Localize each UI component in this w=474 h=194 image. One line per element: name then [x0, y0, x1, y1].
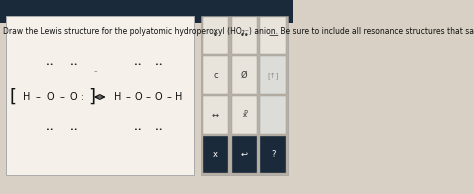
Bar	[261, 56, 286, 94]
Text: O: O	[70, 92, 77, 102]
Text: ••: ••	[46, 61, 54, 67]
Text: O: O	[155, 92, 162, 102]
Text: Ø: Ø	[241, 71, 247, 80]
Text: ••: ••	[134, 61, 142, 67]
Text: H: H	[114, 92, 121, 102]
Bar	[203, 17, 228, 54]
Bar	[232, 96, 257, 134]
Text: ••: ••	[70, 127, 77, 133]
Bar	[232, 56, 257, 94]
Text: ]: ]	[88, 88, 95, 106]
Text: ↩: ↩	[241, 150, 248, 159]
Text: [: [	[9, 88, 17, 106]
Text: Draw the Lewis structure for the polyatomic hydroperoxyl (HO₂⁻) anion. Be sure t: Draw the Lewis structure for the polyato…	[3, 27, 474, 36]
Bar	[261, 136, 286, 173]
Text: H: H	[23, 92, 30, 102]
Text: –: –	[59, 92, 64, 102]
Text: –: –	[166, 92, 171, 102]
Text: [↑]: [↑]	[267, 72, 279, 79]
Text: ☧: ☧	[241, 110, 247, 120]
Text: x: x	[213, 150, 218, 159]
Bar	[203, 96, 228, 134]
Text: —: —	[268, 30, 278, 40]
Text: O: O	[134, 92, 142, 102]
Text: ••: ••	[46, 127, 54, 133]
Text: •: •	[213, 31, 218, 40]
Bar	[203, 56, 228, 94]
Bar	[0, 0, 293, 23]
Text: :: :	[82, 93, 84, 101]
Bar	[203, 136, 228, 173]
Text: –: –	[146, 92, 151, 102]
Text: ••: ••	[239, 31, 249, 40]
Text: –: –	[36, 92, 41, 102]
Text: ?: ?	[271, 150, 275, 159]
Bar	[261, 17, 286, 54]
Bar	[261, 96, 286, 134]
Text: ⁻: ⁻	[93, 71, 97, 77]
Bar	[232, 136, 257, 173]
Text: c: c	[213, 71, 218, 80]
Text: ••: ••	[155, 61, 162, 67]
Text: –: –	[125, 92, 130, 102]
Text: H: H	[175, 92, 182, 102]
Text: ↔: ↔	[212, 110, 219, 120]
Text: ••: ••	[134, 127, 142, 133]
Text: ••: ••	[155, 127, 162, 133]
Text: O: O	[46, 92, 54, 102]
Bar	[232, 17, 257, 54]
Bar	[201, 16, 288, 175]
Text: ••: ••	[70, 61, 77, 67]
Bar	[6, 16, 194, 175]
